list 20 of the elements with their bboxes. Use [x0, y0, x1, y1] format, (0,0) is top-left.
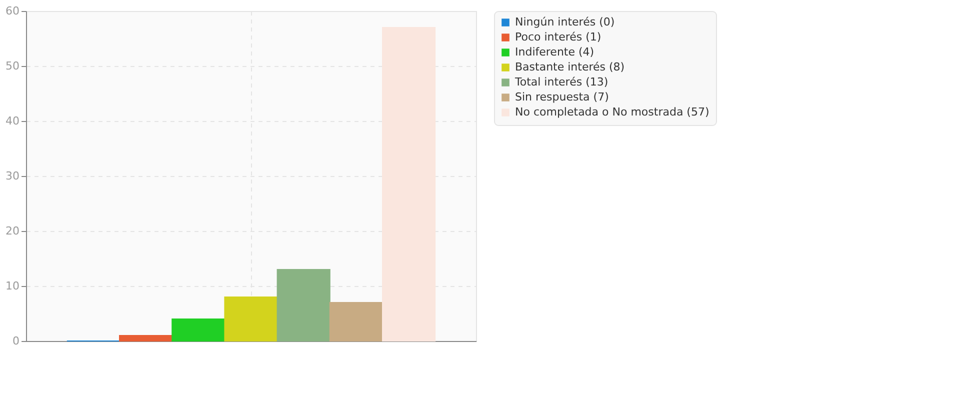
bar	[276, 269, 330, 342]
legend-label: Ningún interés (0)	[515, 16, 615, 28]
bar	[382, 27, 436, 342]
legend-label: Bastante interés (8)	[515, 60, 625, 74]
y-tick-label: 30	[6, 170, 20, 182]
y-tick-label: 60	[6, 4, 20, 18]
bar	[172, 318, 226, 342]
y-tick-label: 0	[12, 334, 20, 348]
y-tick-label: 20	[6, 224, 20, 238]
legend-label: Total interés (13)	[514, 76, 608, 88]
bar	[119, 335, 173, 342]
y-tick-label: 40	[6, 114, 20, 128]
legend-label: Poco interés (1)	[515, 30, 602, 44]
legend-label: No completada o No mostrada (57)	[515, 106, 710, 118]
y-tick-label: 50	[6, 60, 20, 72]
legend-label: Sin respuesta (7)	[515, 90, 609, 104]
y-tick-label: 10	[6, 280, 20, 292]
bar	[224, 296, 278, 342]
legend-label: Indiferente (4)	[515, 46, 594, 58]
bar	[329, 302, 383, 342]
